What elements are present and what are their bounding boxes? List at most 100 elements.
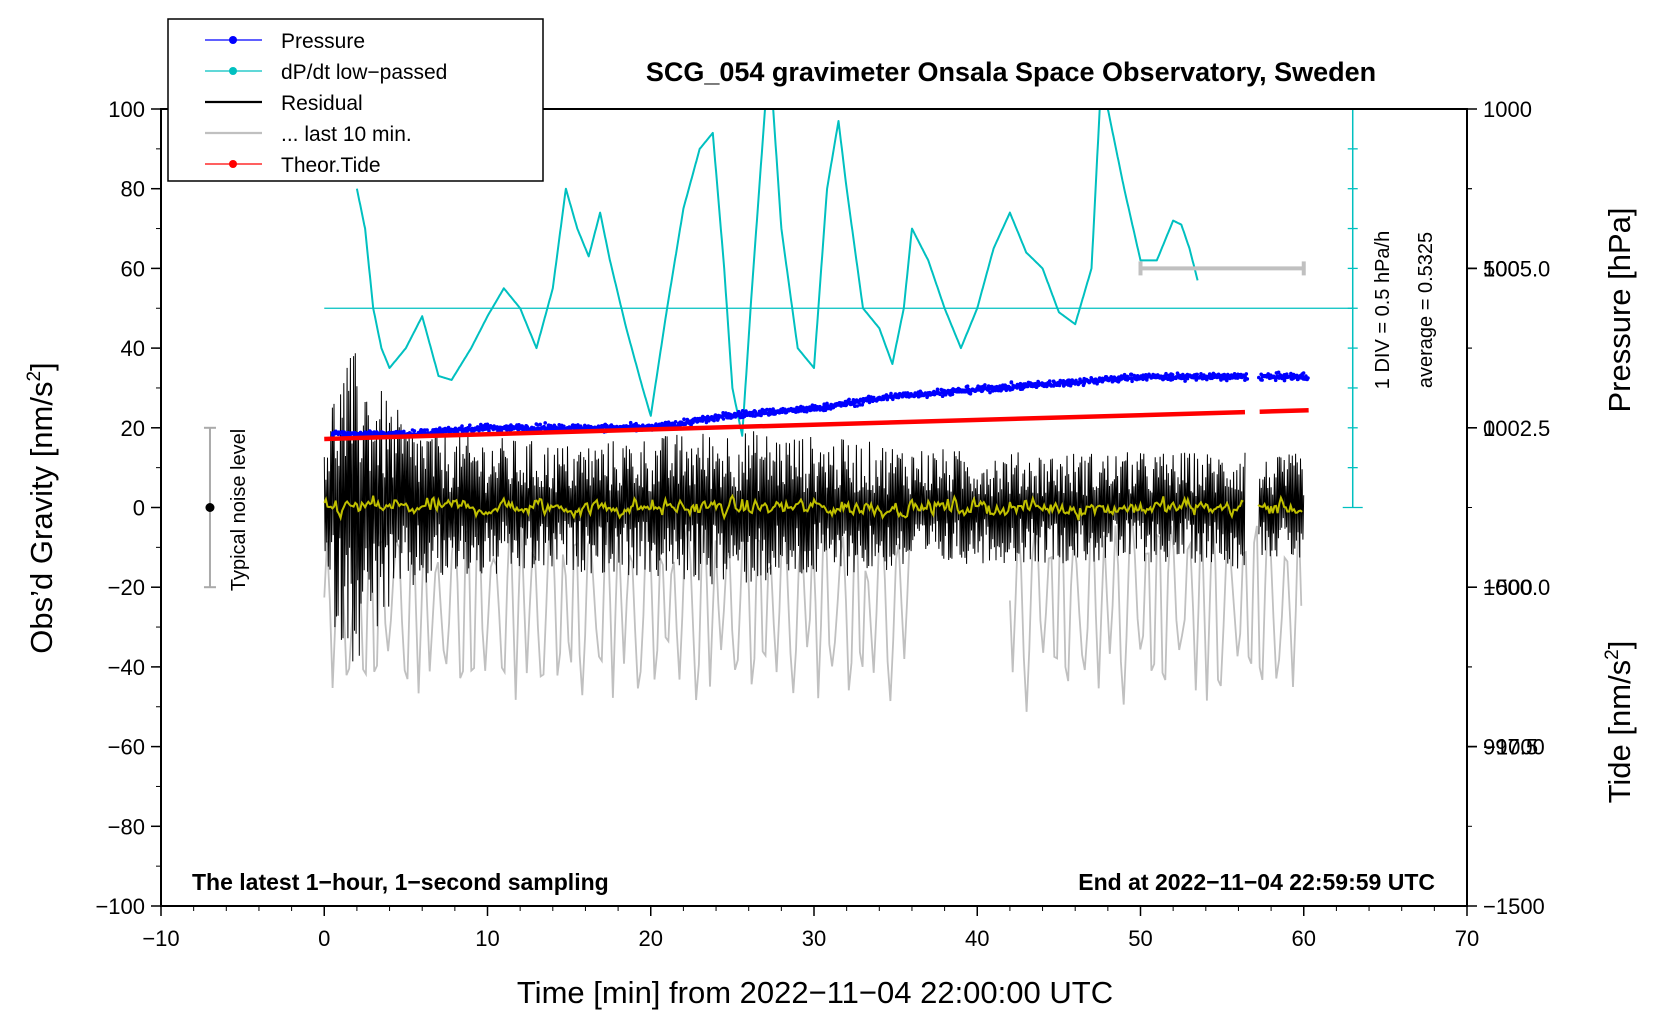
y-tick-label: −20	[108, 575, 145, 600]
pressure-point	[1199, 372, 1203, 376]
annotation-layer	[203, 261, 1306, 589]
pressure-point	[1088, 380, 1092, 384]
y-tick-label: −60	[108, 735, 145, 760]
y-tick-label: −80	[108, 814, 145, 839]
pressure-point	[394, 429, 399, 434]
tide-line	[324, 409, 1246, 442]
noise-level-label: Typical noise level	[228, 429, 250, 591]
annotation-left: The latest 1−hour, 1−second sampling	[192, 869, 609, 895]
pressure-point	[1163, 374, 1168, 378]
pressure-point	[965, 384, 970, 389]
pressure-point	[1301, 371, 1306, 375]
chart-title: SCG_054 gravimeter Onsala Space Observat…	[646, 57, 1376, 87]
pressure-point	[1276, 370, 1281, 375]
x-tick-label: 40	[965, 926, 989, 951]
tide-tick-label: −500	[1483, 575, 1533, 600]
x-tick-label: 20	[639, 926, 663, 951]
pressure-point	[628, 420, 633, 425]
y-tick-label: −100	[95, 894, 145, 919]
y-axis-label-close: ]	[24, 362, 59, 371]
legend-marker	[229, 36, 237, 44]
pressure-point	[1129, 372, 1134, 377]
x-axis-label: Time [min] from 2022−11−04 22:00:00 UTC	[517, 975, 1113, 1010]
tide-axis-label-close: ]	[1602, 641, 1637, 650]
legend-box	[167, 18, 544, 182]
x-tick-label: 0	[318, 926, 330, 951]
pressure-point	[1009, 380, 1014, 384]
pressure-point	[1260, 378, 1264, 382]
y-tick-label: −40	[108, 655, 145, 680]
pressure-point	[1195, 372, 1199, 377]
pressure-point	[682, 417, 686, 422]
axes-layer: −10 0 10 20 30 40 50 60 70−100−80−60−40−20020406…	[95, 97, 1550, 951]
pressure-point	[950, 392, 955, 397]
y-tick-label: 40	[121, 336, 145, 361]
pressure-point	[1273, 378, 1278, 383]
pressure-point	[1282, 378, 1287, 383]
legend-label: Residual	[281, 92, 363, 115]
tide-layer	[324, 408, 1309, 442]
y-tick-label: 60	[121, 256, 145, 281]
pressure-point	[453, 426, 458, 431]
pressure-point	[468, 423, 472, 428]
last-10-min-line	[323, 500, 911, 702]
pressure-point	[896, 395, 901, 400]
y-axis-label: Obs’d Gravity [nm/s2]	[24, 362, 59, 653]
pressure-point	[412, 429, 417, 433]
pressure-point	[543, 421, 547, 425]
residual-smoothed-layer	[323, 493, 1303, 522]
pressure-point	[777, 411, 782, 415]
pressure-tick-label: 1002.5	[1483, 416, 1550, 441]
pressure-point	[484, 427, 489, 431]
dpdt-layer	[324, 108, 1363, 509]
y-tick-label: 80	[121, 177, 145, 202]
y-tick-label: 0	[133, 496, 145, 521]
legend-label: Pressure	[281, 30, 365, 53]
tide-axis-label-main: Tide [nm/s	[1602, 660, 1637, 804]
pressure-point	[760, 407, 765, 412]
x-tick-label: 60	[1292, 926, 1316, 951]
legend-marker	[229, 67, 237, 75]
pressure-point	[860, 403, 865, 407]
legend-label: dP/dt low−passed	[281, 61, 447, 84]
pressure-point	[387, 430, 392, 435]
dpdt-line	[355, 108, 1199, 437]
annotation-right: End at 2022−11−04 22:59:59 UTC	[1078, 869, 1435, 895]
pressure-point	[673, 420, 678, 424]
pressure-point	[562, 424, 566, 429]
residual-layer	[323, 353, 1305, 662]
pressure-point	[1183, 379, 1187, 383]
dpdt-average-label: average = 0.5325	[1415, 232, 1437, 388]
pressure-point	[1244, 372, 1249, 376]
pressure-tick-label: 997.5	[1483, 735, 1538, 760]
tide-tick-label: 1000	[1483, 97, 1532, 122]
pressure-point	[548, 423, 553, 428]
pressure-point	[1074, 378, 1078, 383]
pressure-point	[889, 391, 893, 396]
pressure-point	[402, 429, 406, 434]
y-tick-label: 20	[121, 416, 145, 441]
pressure-point	[712, 418, 716, 423]
y-axis-label-sup: 2	[24, 371, 45, 382]
legend-label: ... last 10 min.	[281, 123, 412, 146]
pressure-point	[1285, 372, 1289, 377]
tide-axis-label: Tide [nm/s2]	[1602, 641, 1637, 804]
last-10-min-layer	[323, 500, 1303, 712]
pressure-point	[583, 423, 587, 428]
legend-label: Theor.Tide	[281, 154, 381, 177]
tide-tick-label: −1500	[1483, 894, 1545, 919]
x-tick-label: 30	[802, 926, 826, 951]
x-tick-label: 50	[1128, 926, 1152, 951]
pressure-point	[721, 417, 726, 421]
pressure-point	[460, 424, 464, 428]
pressure-point	[1306, 376, 1310, 380]
pressure-point	[1245, 377, 1250, 381]
pressure-point	[1271, 375, 1276, 380]
tide-axis-label-sup: 2	[1602, 649, 1623, 660]
noise-level-dot	[205, 503, 215, 512]
residual-line	[323, 353, 1305, 662]
pressure-point	[988, 390, 992, 395]
pressure-point	[1078, 377, 1082, 382]
legend: Pressure dP/dt low−passed Residual ... last…	[167, 18, 544, 182]
